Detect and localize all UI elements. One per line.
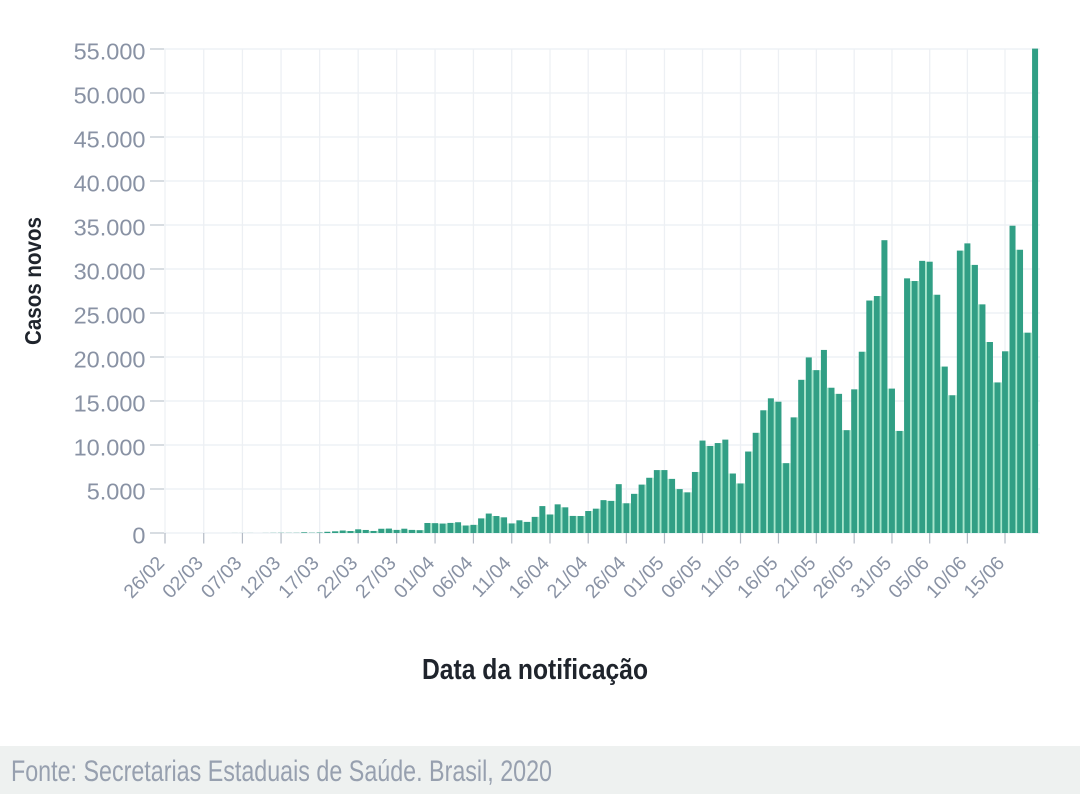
svg-text:35.000: 35.000 [74, 214, 146, 240]
svg-text:55.000: 55.000 [74, 38, 146, 64]
svg-text:Data da notificação: Data da notificação [422, 654, 648, 686]
svg-text:5.000: 5.000 [87, 478, 146, 504]
svg-text:Fonte: Secretarias Estaduais d: Fonte: Secretarias Estaduais de Saúde. B… [11, 755, 552, 788]
svg-text:10.000: 10.000 [74, 434, 146, 460]
svg-text:Casos novos: Casos novos [20, 217, 46, 345]
svg-text:20.000: 20.000 [74, 346, 146, 372]
svg-text:40.000: 40.000 [74, 170, 146, 196]
svg-text:50.000: 50.000 [74, 82, 146, 108]
svg-text:25.000: 25.000 [74, 302, 146, 328]
svg-text:15.000: 15.000 [74, 390, 146, 416]
svg-text:0: 0 [132, 522, 145, 548]
svg-text:30.000: 30.000 [74, 258, 146, 284]
svg-text:45.000: 45.000 [74, 126, 146, 152]
